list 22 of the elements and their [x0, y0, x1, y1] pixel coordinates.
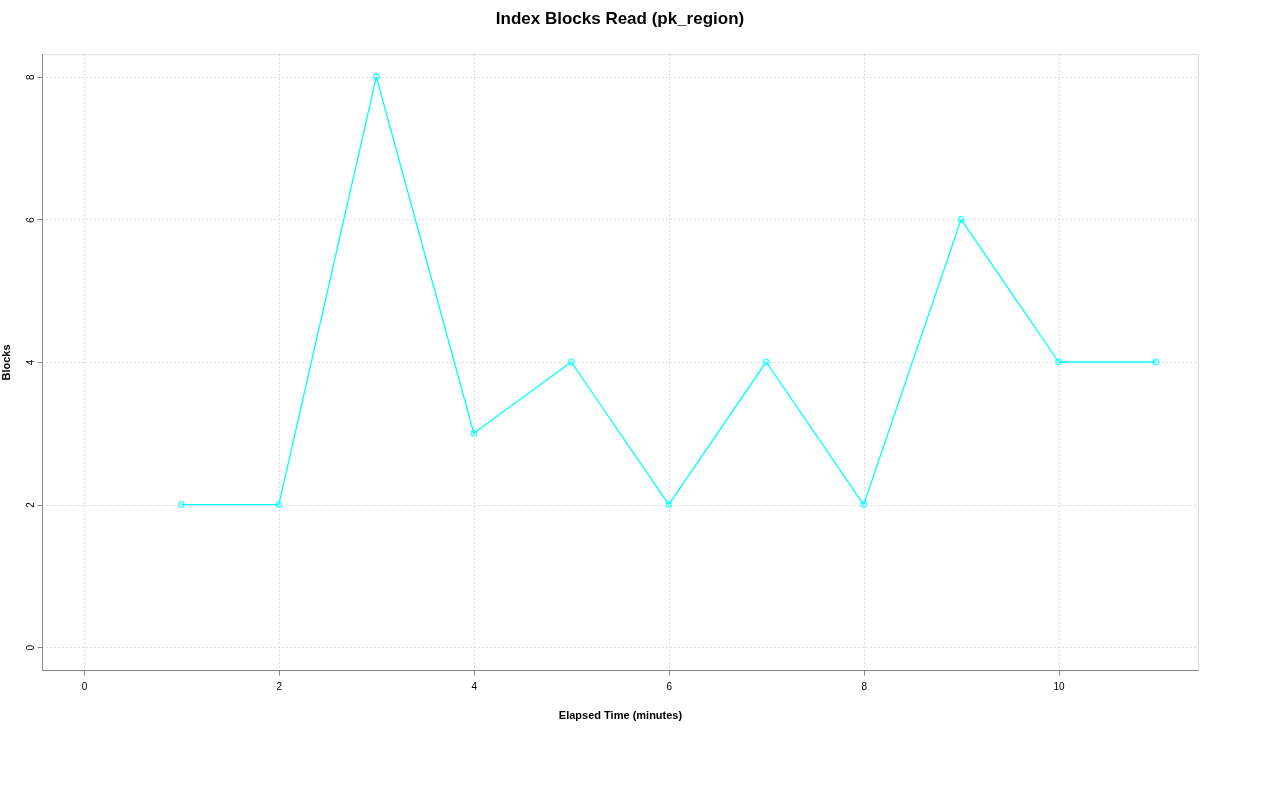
y-tick-label: 4	[24, 359, 36, 366]
x-tick-label: 0	[81, 680, 88, 692]
x-tick-label: 8	[861, 680, 868, 692]
point	[567, 358, 575, 366]
y-tick-label: 8	[24, 74, 36, 81]
y-tick-label: 2	[24, 501, 36, 508]
point	[1055, 358, 1063, 366]
x-axis-title: Elapsed Time (minutes)	[558, 708, 683, 721]
x-tick-label: 10	[1053, 680, 1066, 692]
point	[860, 501, 868, 509]
point	[372, 73, 380, 81]
x-tick-label: 4	[471, 680, 478, 692]
x-tick-label: 2	[276, 680, 283, 692]
point	[275, 501, 283, 509]
point	[665, 501, 673, 509]
y-axis-title: Blocks	[0, 344, 12, 381]
x-tick-label: 6	[666, 680, 673, 692]
y-tick-label: 6	[24, 216, 36, 223]
y-tick-label: 0	[24, 644, 36, 651]
chart-title: Index Blocks Read (pk_region)	[495, 9, 745, 28]
point	[957, 215, 965, 223]
point	[470, 429, 478, 437]
